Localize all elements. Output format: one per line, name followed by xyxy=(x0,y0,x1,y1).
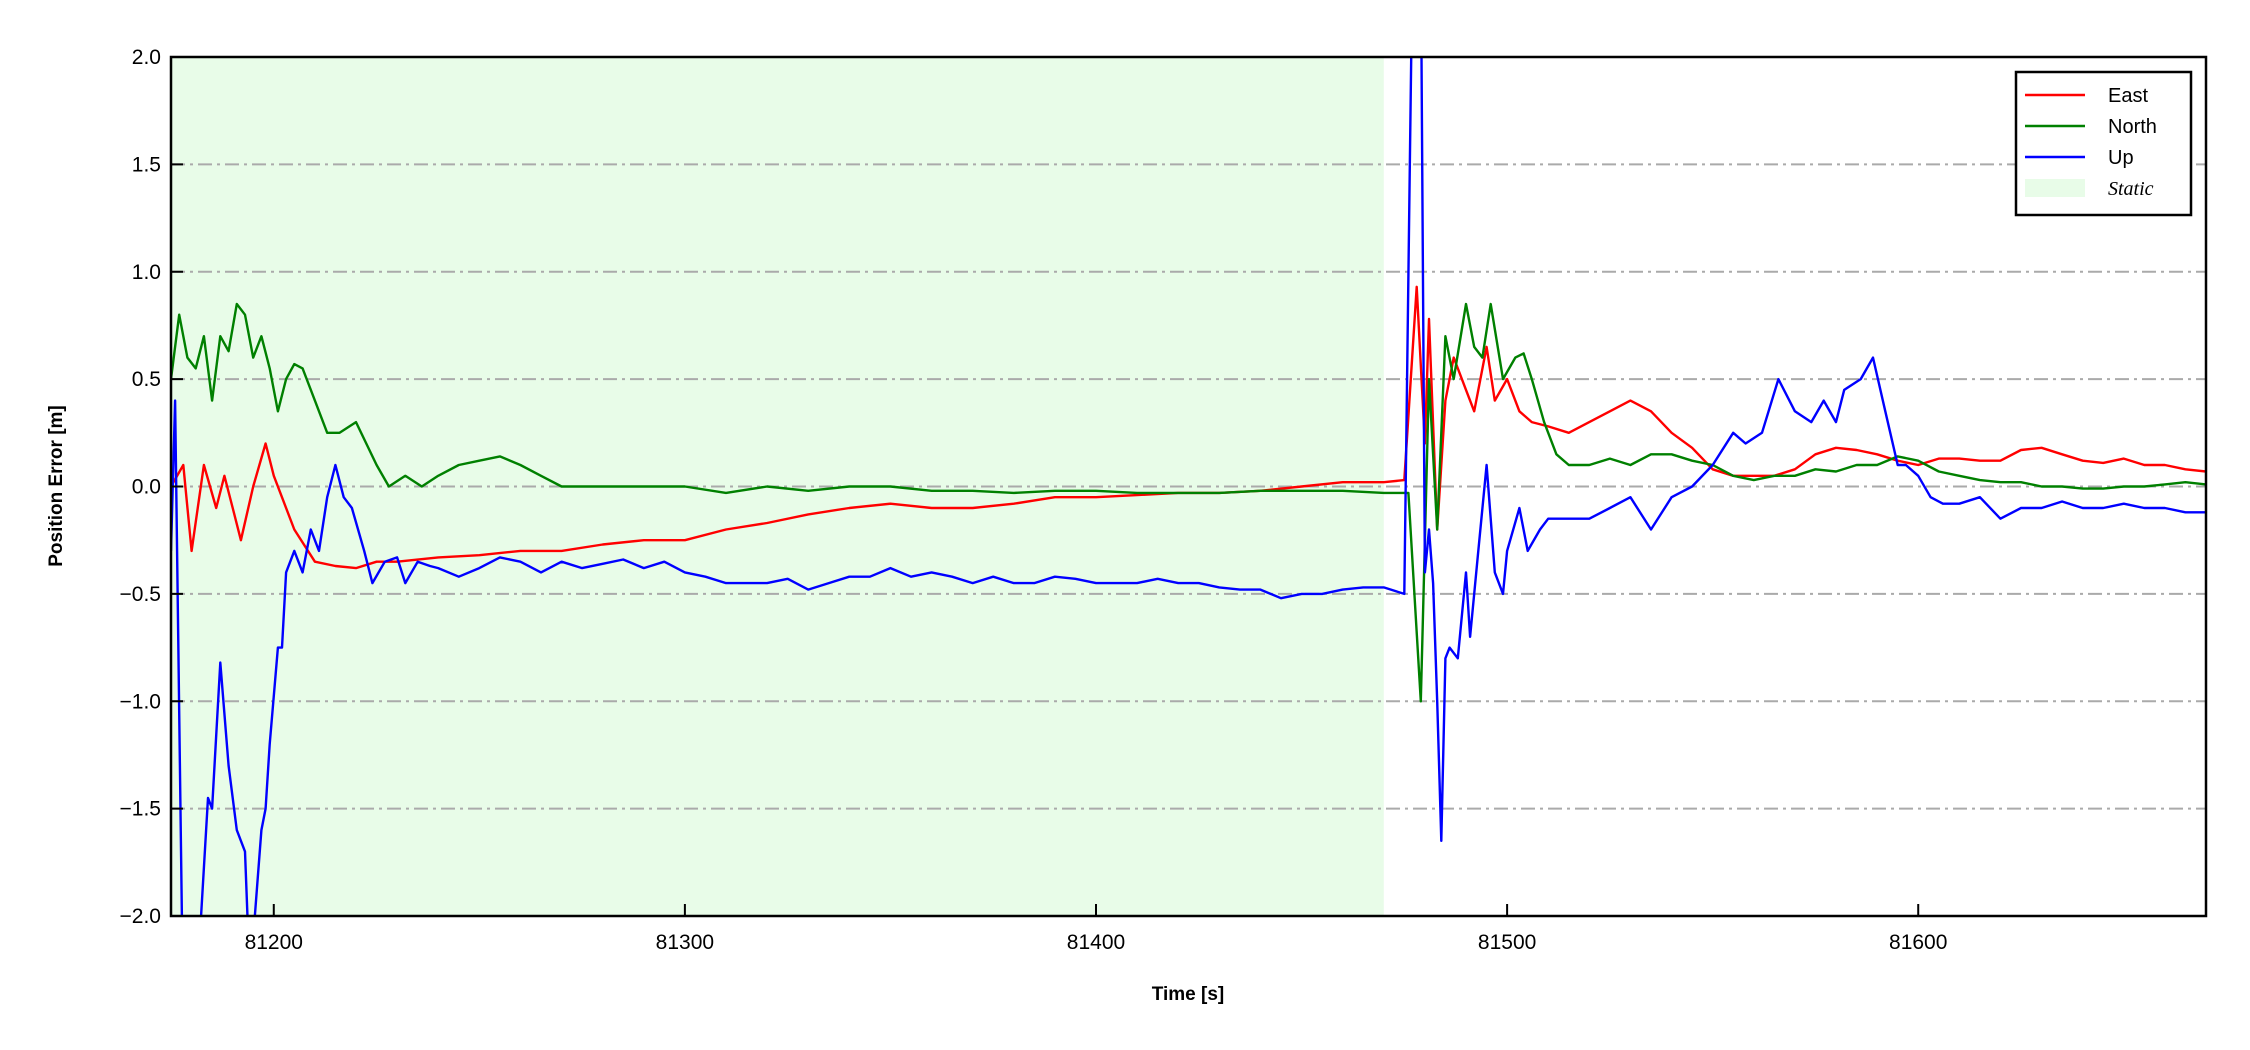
series-line-north xyxy=(171,302,2206,703)
y-tick-label: −2.0 xyxy=(120,905,161,928)
x-tick-label: 81300 xyxy=(656,931,714,954)
y-tick-label: 0.0 xyxy=(132,476,161,499)
legend-label-east: East xyxy=(2108,85,2148,107)
legend-label-up: Up xyxy=(2108,147,2134,169)
y-axis-label: Position Error [m] xyxy=(46,405,67,567)
y-tick-label: −0.5 xyxy=(120,583,161,606)
series-line-east xyxy=(171,285,2206,570)
x-axis-label: Time [s] xyxy=(1152,984,1225,1005)
legend-swatch-static xyxy=(2025,179,2085,197)
y-tick-label: 1.5 xyxy=(132,153,161,176)
y-tick-label: 1.0 xyxy=(132,261,161,284)
series-line-up xyxy=(171,57,2206,916)
x-tick-label: 81500 xyxy=(1478,931,1536,954)
y-tick-label: −1.0 xyxy=(120,690,161,713)
x-tick-label: 81200 xyxy=(245,931,303,954)
x-tick-label: 81400 xyxy=(1067,931,1125,954)
legend: East North Up Static xyxy=(2014,70,2193,217)
x-tick-label: 81600 xyxy=(1889,931,1947,954)
y-tick-label: 2.0 xyxy=(132,46,161,69)
y-tick-label: −1.5 xyxy=(120,798,161,821)
y-tick-label: 0.5 xyxy=(132,368,161,391)
legend-label-north: North xyxy=(2108,116,2157,138)
legend-label-static: Static xyxy=(2108,178,2154,200)
